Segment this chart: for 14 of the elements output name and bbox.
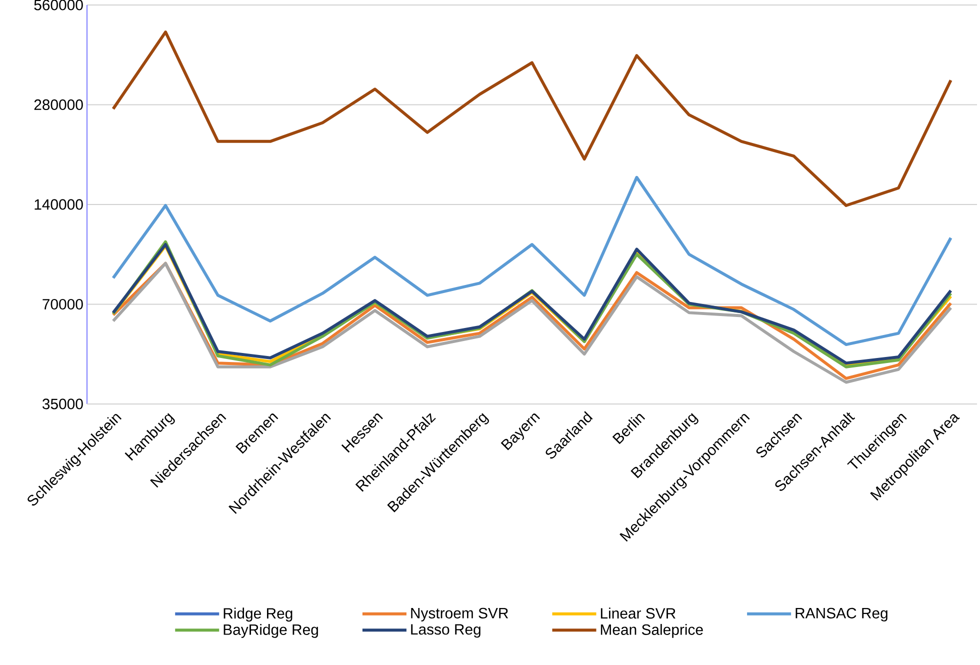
- y-tick-label: 35000: [42, 398, 83, 410]
- y-tick-label: 280000: [34, 99, 83, 110]
- y-tick-label: 70000: [42, 298, 83, 310]
- legend-label: Nystroem SVR: [411, 608, 508, 622]
- line-series: [112, 30, 952, 207]
- y-tick-label: 560000: [34, 0, 83, 10]
- line-series: [112, 176, 952, 346]
- legend-label: RANSAC Reg: [796, 608, 888, 622]
- legend-label: Ridge Reg: [224, 608, 292, 622]
- legend-label: Lasso Reg: [411, 624, 480, 638]
- y-tick-label: 140000: [34, 199, 83, 210]
- legend-label: BayRidge Reg: [224, 624, 318, 638]
- legend-label: Linear SVR: [600, 608, 676, 619]
- legend-label: Mean Saleprice: [600, 624, 703, 638]
